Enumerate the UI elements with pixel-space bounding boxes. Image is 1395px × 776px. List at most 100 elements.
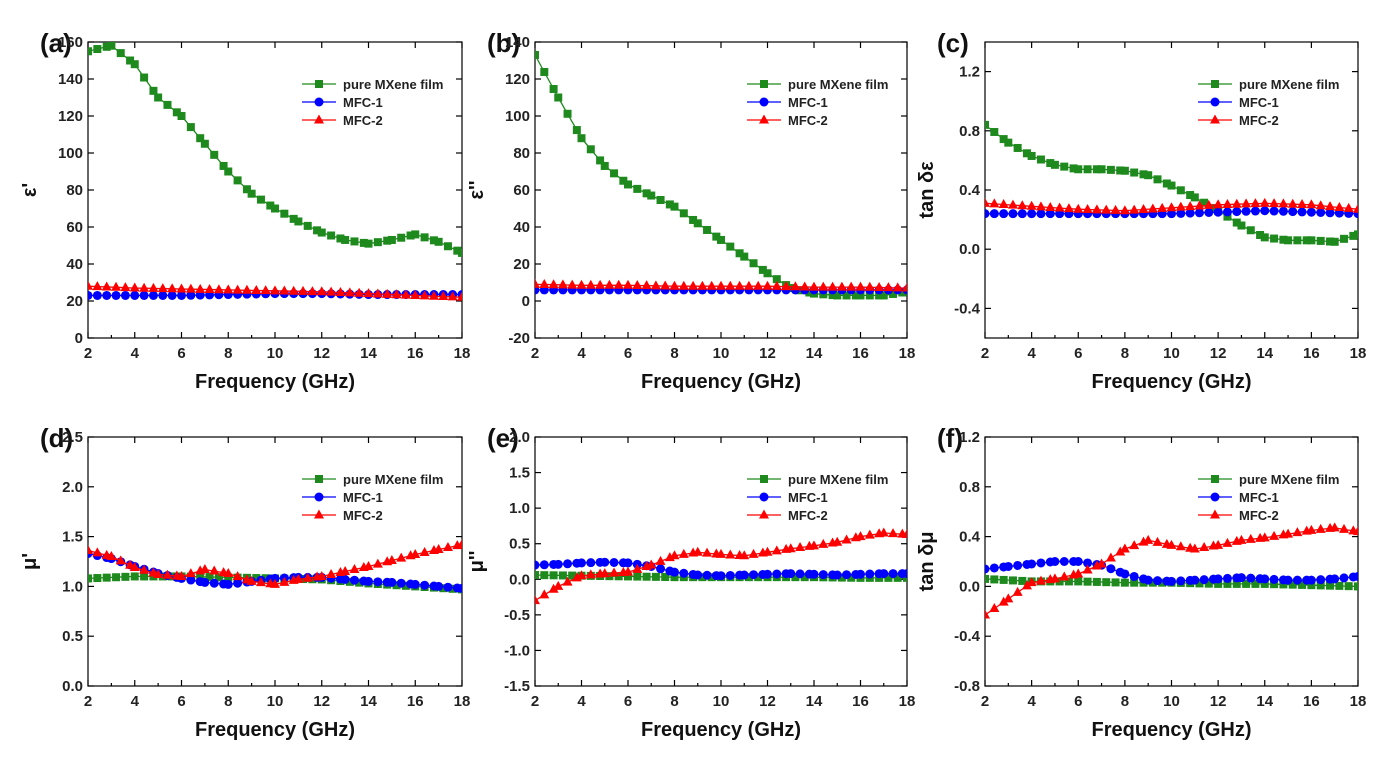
y-tick-label: 140	[58, 71, 83, 88]
data-point	[1340, 234, 1349, 243]
x-tick-label: 18	[899, 345, 916, 362]
data-point	[1343, 202, 1354, 212]
data-point	[344, 287, 355, 297]
data-point	[998, 199, 1009, 209]
data-point	[1213, 207, 1223, 217]
y-tick-label: 2.0	[509, 429, 530, 446]
data-point	[596, 156, 605, 165]
data-point	[270, 573, 280, 583]
data-point	[396, 552, 407, 562]
legend-marker	[315, 475, 323, 483]
data-point	[898, 288, 907, 297]
panel-label: (a)	[40, 28, 72, 58]
data-point	[126, 56, 135, 65]
data-point	[1120, 166, 1129, 175]
data-point	[763, 569, 772, 579]
data-point	[458, 248, 462, 257]
legend-label: pure MXene film	[788, 472, 888, 487]
y-tick-label: -0.4	[954, 300, 981, 317]
data-point	[818, 570, 828, 580]
y-tick-label: 0.0	[62, 678, 83, 695]
data-point	[647, 191, 656, 200]
data-point	[199, 563, 210, 573]
data-point	[107, 42, 116, 50]
data-point	[364, 576, 373, 586]
data-point	[1306, 207, 1316, 217]
data-point	[157, 283, 168, 293]
x-tick-label: 8	[670, 345, 678, 362]
chart-panel-c: (c) 2 4 6 8 10 12 14 16 18 -0.4 0.0 0.4 0.8 1.2 Frequen…	[916, 28, 1366, 393]
data-point	[1325, 201, 1336, 211]
data-point	[1074, 577, 1083, 586]
data-point	[186, 575, 196, 585]
x-tick-label: 2	[531, 693, 539, 710]
data-point	[1222, 199, 1233, 209]
data-point	[567, 279, 578, 289]
data-point	[1008, 576, 1017, 585]
data-point	[703, 225, 712, 234]
y-tick-label: -0.8	[954, 678, 980, 695]
data-point	[706, 280, 717, 290]
data-point	[595, 279, 606, 289]
y-tick-label: 100	[505, 108, 530, 125]
data-point	[1007, 199, 1018, 209]
data-point	[252, 574, 261, 583]
data-point	[716, 548, 726, 558]
data-point	[670, 202, 679, 211]
x-tick-label: 16	[407, 693, 424, 710]
legend-label: MFC-1	[1239, 490, 1279, 505]
data-point	[419, 547, 430, 557]
data-point	[563, 559, 573, 569]
data-point	[1167, 181, 1176, 190]
data-point	[401, 581, 410, 590]
data-point	[613, 279, 624, 289]
data-point	[120, 282, 131, 292]
data-point	[1260, 233, 1269, 242]
x-axis-title: Frequency (GHz)	[641, 371, 801, 393]
data-point	[1222, 573, 1232, 583]
data-point	[865, 291, 874, 300]
data-point	[568, 571, 577, 580]
x-axis-title: Frequency (GHz)	[1091, 371, 1251, 393]
data-point	[1222, 207, 1232, 217]
y-tick-label: -0.5	[504, 607, 530, 624]
data-point	[1259, 197, 1270, 207]
data-point	[1036, 155, 1045, 164]
x-tick-label: 6	[624, 345, 632, 362]
data-point	[1316, 236, 1325, 245]
data-point	[1185, 208, 1195, 218]
x-tick-label: 4	[131, 693, 140, 710]
data-point	[345, 577, 354, 586]
data-point	[678, 548, 689, 558]
data-point	[255, 577, 266, 587]
data-point	[902, 282, 907, 292]
data-point	[101, 281, 112, 291]
legend-label: MFC-2	[788, 508, 828, 523]
data-point	[92, 290, 102, 300]
data-point	[785, 543, 796, 553]
legend-marker	[1210, 509, 1220, 519]
data-point	[795, 569, 805, 579]
legend-label: MFC-1	[343, 95, 383, 110]
data-point	[1143, 534, 1154, 544]
data-point	[224, 167, 233, 176]
data-point	[1027, 151, 1036, 160]
data-point	[1250, 198, 1261, 208]
x-tick-label: 8	[224, 345, 232, 362]
data-point	[121, 572, 130, 581]
data-point	[689, 215, 698, 224]
data-point	[535, 278, 540, 288]
data-point	[1035, 575, 1046, 585]
panel-label: (c)	[937, 28, 969, 58]
data-point	[1120, 569, 1130, 579]
data-point	[535, 595, 540, 605]
data-point	[754, 573, 763, 582]
x-tick-label: 16	[852, 693, 869, 710]
data-point	[1143, 575, 1153, 585]
data-point	[1157, 202, 1168, 212]
data-point	[246, 575, 257, 585]
series-group	[88, 42, 462, 301]
legend-label: MFC-2	[1239, 113, 1279, 128]
x-tick-label: 16	[1303, 345, 1320, 362]
data-point	[158, 290, 168, 300]
